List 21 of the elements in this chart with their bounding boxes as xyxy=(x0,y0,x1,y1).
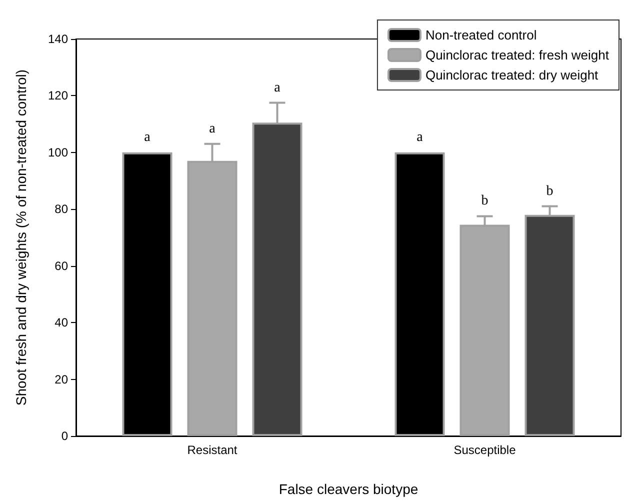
x-tick-label: Susceptible xyxy=(454,443,516,457)
y-tick-label: 80 xyxy=(54,202,68,216)
data-label: a xyxy=(416,130,424,145)
legend-label: Quinclorac treated: fresh weight xyxy=(425,48,610,62)
x-axis-title: False cleavers biotype xyxy=(278,481,418,497)
data-label: b xyxy=(546,184,554,199)
data-label: a xyxy=(144,130,152,145)
y-tick-label: 120 xyxy=(48,88,68,103)
data-label: b xyxy=(481,194,488,209)
y-tick-label: 60 xyxy=(54,258,68,273)
data-label: a xyxy=(209,121,216,136)
y-tick-label: 140 xyxy=(48,32,68,46)
y-tick-label: 100 xyxy=(48,145,68,160)
y-tick-label: 20 xyxy=(54,372,68,386)
legend-label: Non-treated control xyxy=(425,28,537,42)
x-tick-label: Resistant xyxy=(187,443,238,457)
y-tick-label: 40 xyxy=(54,316,68,330)
data-label: a xyxy=(274,80,282,96)
y-axis-title: Shoot fresh and dry weights (% of non-treated control) xyxy=(13,69,29,406)
legend-label: Quinclorac treated: dry weight xyxy=(425,68,599,82)
y-tick-label: 0 xyxy=(61,429,68,443)
